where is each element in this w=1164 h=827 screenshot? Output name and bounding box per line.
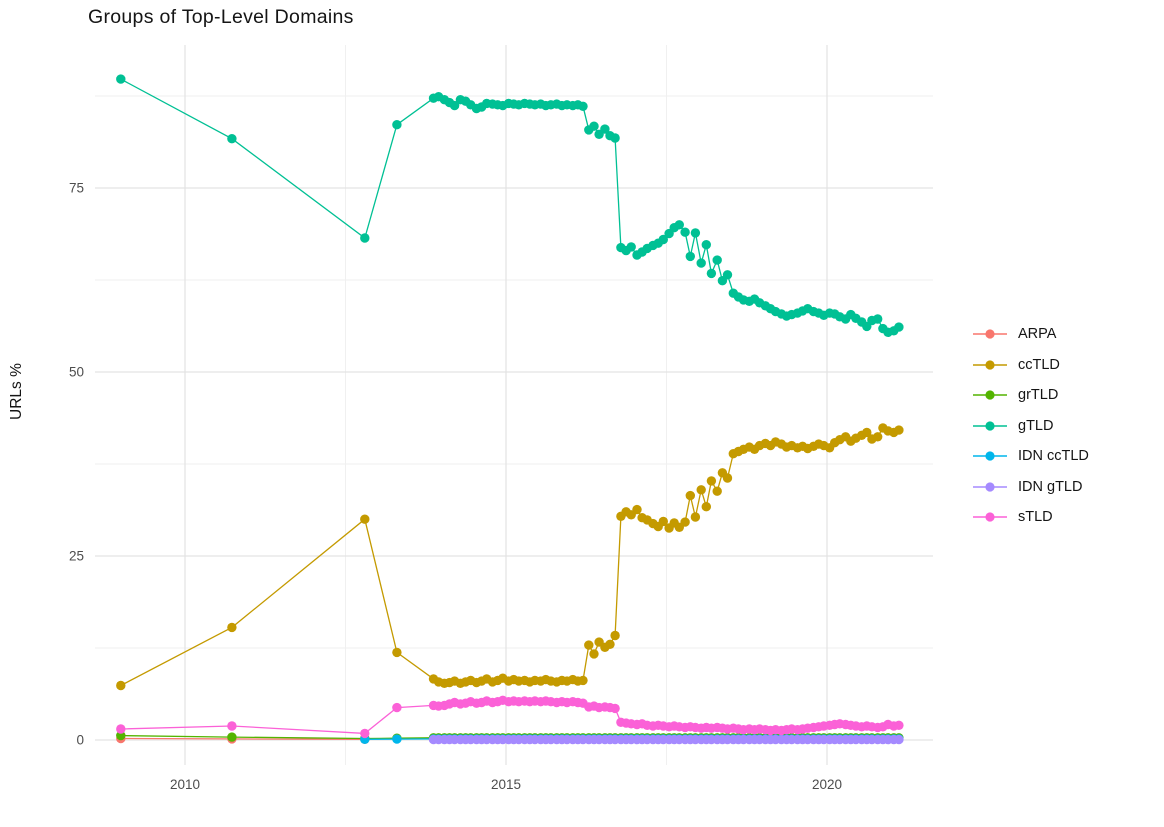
legend-label: IDN ccTLD: [1018, 448, 1089, 465]
data-point-gTLD: [701, 240, 711, 250]
series-line-gTLD: [120, 78, 900, 334]
legend-key-icon: [973, 421, 1007, 431]
legend-key-icon: [973, 360, 1007, 370]
data-point-gTLD: [680, 227, 690, 237]
data-point-ccTLD: [610, 630, 620, 641]
data-point-sTLD: [392, 702, 402, 713]
legend-key-icon: [973, 512, 1007, 522]
data-point-gTLD: [600, 124, 610, 134]
data-point-ccTLD: [712, 486, 722, 496]
data-point-gTLD: [658, 234, 668, 245]
data-point-ccTLD: [722, 473, 733, 483]
series-line-ccTLD: [120, 427, 900, 687]
chart-title: Groups of Top-Level Domains: [88, 6, 354, 28]
legend-label: sTLD: [1018, 509, 1053, 526]
data-point-gTLD: [392, 120, 402, 130]
data-point-ccTLD: [116, 680, 126, 691]
data-point-ccTLD: [578, 675, 588, 686]
x-tick-label-2010: 2010: [170, 777, 200, 792]
data-point-gTLD: [610, 133, 620, 143]
legend-key-icon: [973, 329, 1007, 339]
legend-label: ccTLD: [1018, 356, 1060, 373]
legend-key-icon: [973, 390, 1007, 400]
data-point-gTLD: [706, 268, 717, 279]
data-point-ccTLD: [589, 649, 599, 659]
legend-item-ARPA: ARPA: [973, 319, 1089, 350]
data-point-sTLD: [894, 720, 904, 730]
y-tick-label-75: 75: [69, 181, 84, 196]
legend-item-IDN ccTLD: IDN ccTLD: [973, 441, 1089, 472]
data-point-ccTLD: [227, 622, 237, 633]
data-point-gTLD: [674, 220, 684, 230]
y-tick-label-0: 0: [76, 733, 84, 748]
data-point-ccTLD: [706, 476, 717, 486]
data-point-ccTLD: [360, 514, 370, 524]
data-point-gTLD: [873, 314, 883, 324]
data-point-ccTLD: [685, 490, 695, 501]
data-point-IDN gTLD: [894, 734, 904, 745]
legend-key-icon: [973, 451, 1007, 461]
data-point-gTLD: [227, 134, 237, 144]
data-point-gTLD: [626, 242, 636, 252]
legend-label: gTLD: [1018, 417, 1054, 434]
data-point-ccTLD: [632, 504, 642, 515]
legend-item-grTLD: grTLD: [973, 380, 1089, 411]
legend: ARPA ccTLD grTLD gTLD IDN ccTLD IDN gTLD sTLD: [973, 319, 1089, 533]
data-point-IDN ccTLD: [392, 734, 402, 744]
data-point-gTLD: [116, 74, 126, 84]
data-point-ccTLD: [680, 517, 690, 527]
data-point-gTLD: [578, 101, 588, 112]
data-point-grTLD: [116, 730, 126, 741]
legend-item-ccTLD: ccTLD: [973, 350, 1089, 381]
legend-label: IDN gTLD: [1018, 478, 1083, 495]
y-tick-label-25: 25: [69, 549, 84, 564]
data-point-ccTLD: [701, 502, 711, 512]
data-point-ccTLD: [605, 639, 615, 649]
data-point-ccTLD: [690, 512, 701, 522]
y-axis-title: URLs %: [8, 363, 25, 420]
legend-item-IDN gTLD: IDN gTLD: [973, 472, 1089, 503]
data-point-grTLD: [227, 732, 237, 742]
data-point-sTLD: [610, 703, 620, 714]
legend-key-icon: [973, 482, 1007, 492]
y-tick-label-50: 50: [69, 365, 84, 380]
data-point-sTLD: [227, 721, 237, 731]
data-point-gTLD: [722, 270, 733, 280]
data-point-gTLD: [449, 100, 460, 111]
legend-item-sTLD: sTLD: [973, 502, 1089, 533]
data-point-ccTLD: [862, 427, 872, 438]
x-tick-label-2015: 2015: [491, 777, 521, 792]
data-point-gTLD: [685, 251, 695, 262]
data-point-gTLD: [894, 322, 904, 332]
data-point-gTLD: [696, 258, 706, 268]
data-point-ccTLD: [894, 425, 904, 435]
data-point-ccTLD: [658, 516, 668, 527]
data-point-ccTLD: [696, 485, 706, 495]
data-point-sTLD: [360, 728, 370, 739]
x-tick-label-2020: 2020: [812, 777, 842, 792]
data-point-sTLD: [116, 724, 126, 734]
data-point-ccTLD: [584, 640, 594, 650]
data-point-gTLD: [690, 228, 701, 238]
data-point-ccTLD: [392, 647, 402, 658]
legend-label: ARPA: [1018, 326, 1057, 343]
data-point-ccTLD: [873, 432, 883, 442]
legend-item-gTLD: gTLD: [973, 411, 1089, 442]
data-point-gTLD: [360, 233, 370, 243]
data-point-gTLD: [712, 255, 722, 265]
legend-label: grTLD: [1018, 387, 1059, 404]
data-point-gTLD: [589, 121, 599, 131]
